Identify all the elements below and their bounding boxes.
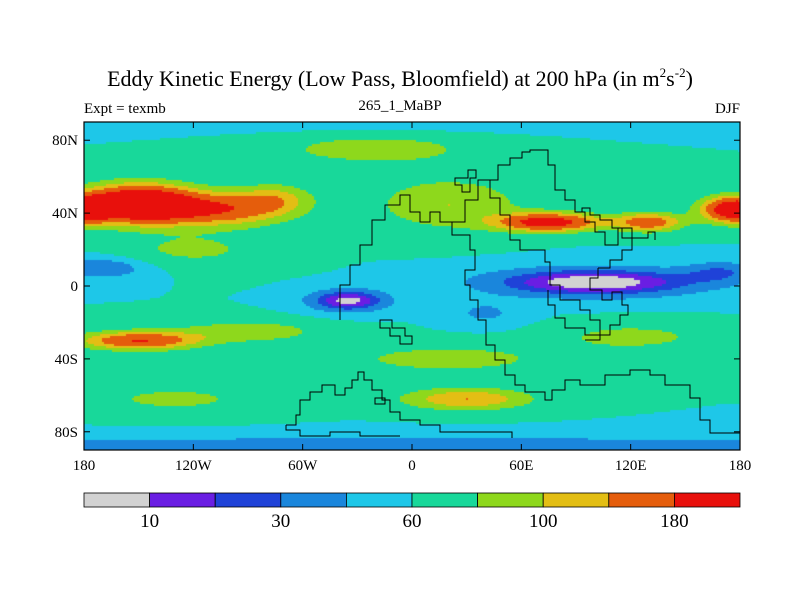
y-tick-label: 0	[71, 279, 79, 295]
colorbar-box	[345, 492, 413, 508]
x-tick-label: 120W	[175, 458, 213, 474]
colorbar-box	[608, 492, 675, 508]
colorbar-box	[280, 492, 347, 508]
center-subtitle: 265_1_MaBP	[358, 98, 442, 114]
coastline-segment-6	[379, 319, 413, 345]
left-subtitle: Expt = texmb	[84, 101, 166, 117]
axis-layer: 180 120W 60W 0 60E 120E 180 80N 40N 0 40S 80S	[52, 122, 751, 474]
coastline-segment-1	[452, 179, 601, 336]
ekE-field-layer	[84, 122, 740, 450]
right-subtitle: DJF	[714, 101, 740, 117]
colorbar-box	[674, 492, 741, 508]
colorbar-label: 60	[403, 511, 422, 532]
y-tick-label: 40N	[52, 206, 78, 222]
colorbar-box	[411, 492, 478, 508]
coastline-segment-7	[286, 371, 513, 438]
y-tick-label: 40S	[55, 352, 78, 368]
x-tick-label: 120E	[615, 458, 647, 474]
colorbar-box	[149, 492, 216, 508]
colorbar-label: 10	[140, 511, 159, 532]
x-tick-label: 60E	[509, 458, 533, 474]
chart-title: Eddy Kinetic Energy (Low Pass, Bloomfiel…	[107, 65, 693, 91]
colorbar-box	[214, 492, 282, 508]
colorbar-label: 100	[529, 511, 558, 532]
y-tick-label: 80S	[55, 425, 78, 441]
coastline-segment-4	[575, 211, 656, 246]
x-tick-label: 180	[729, 458, 752, 474]
coastline-segment-9	[374, 397, 386, 405]
coastline-segment-5	[585, 268, 629, 341]
colorbar-label: 180	[660, 511, 689, 532]
coastline-layer	[285, 149, 740, 438]
colorbar-box	[83, 492, 150, 508]
x-tick-label: 0	[408, 458, 416, 474]
colorbar-label: 30	[271, 511, 290, 532]
colorbar-box	[542, 492, 610, 508]
coastline-segment-0	[339, 194, 740, 434]
y-tick-label: 80N	[52, 133, 78, 149]
coastline-segment-8	[285, 425, 400, 437]
x-tick-label: 180	[73, 458, 96, 474]
colorbar: 10 30 60 100 180	[83, 492, 741, 532]
ekE-field-image	[84, 122, 740, 450]
colorbar-box	[477, 492, 544, 508]
coastline-segment-2	[454, 169, 477, 193]
x-tick-label: 60W	[288, 458, 318, 474]
